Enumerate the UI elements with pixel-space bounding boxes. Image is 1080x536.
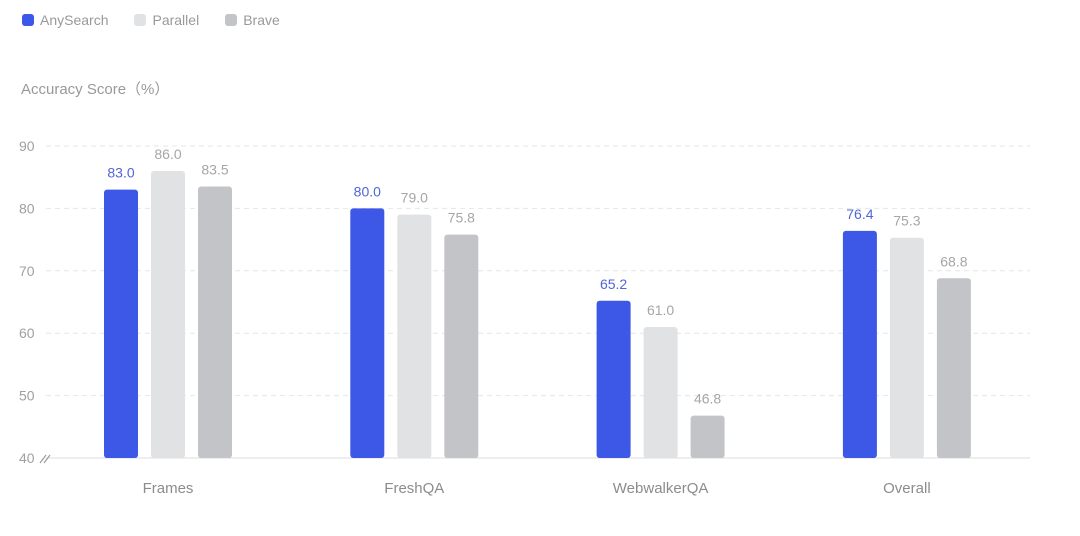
bar-brave-overall[interactable] <box>936 278 971 458</box>
data-label: 61.0 <box>647 302 674 318</box>
data-label: 75.8 <box>448 210 475 226</box>
data-label: 65.2 <box>600 276 627 292</box>
bar-brave-webwalkerqa[interactable] <box>690 415 725 458</box>
legend-label-brave: Brave <box>243 12 280 28</box>
legend-item-brave[interactable]: Brave <box>225 12 280 28</box>
bar-layer <box>104 170 971 458</box>
legend-item-anysearch[interactable]: AnySearch <box>22 12 108 28</box>
y-tick-label: 90 <box>19 138 35 154</box>
legend: AnySearch Parallel Brave <box>22 10 306 30</box>
x-tick-label: Frames <box>143 480 194 497</box>
data-label: 79.0 <box>401 190 428 206</box>
data-label: 83.5 <box>201 162 228 178</box>
bar-parallel-overall[interactable] <box>889 237 924 458</box>
axis-break-icon <box>39 454 51 464</box>
data-label: 46.8 <box>694 391 721 407</box>
legend-swatch-brave <box>225 14 238 26</box>
legend-swatch-parallel <box>134 14 147 26</box>
bar-anysearch-webwalkerqa[interactable] <box>596 300 631 458</box>
bar-brave-frames[interactable] <box>198 186 232 458</box>
bar-brave-freshqa[interactable] <box>444 234 479 458</box>
bar-parallel-webwalkerqa[interactable] <box>643 326 678 458</box>
y-tick-label: 70 <box>19 263 35 279</box>
y-tick-label: 50 <box>19 388 35 404</box>
bar-anysearch-freshqa[interactable] <box>350 208 385 458</box>
data-label: 86.0 <box>154 146 181 162</box>
legend-item-parallel[interactable]: Parallel <box>134 12 199 28</box>
y-tick-label: 40 <box>19 450 35 466</box>
bar-anysearch-frames[interactable] <box>104 189 138 458</box>
y-tick-label: 60 <box>19 325 35 341</box>
bar-anysearch-overall[interactable] <box>842 230 877 458</box>
x-tick-label: WebwalkerQA <box>613 480 709 497</box>
y-axis-title: Accuracy Score（%） <box>21 81 169 98</box>
x-tick-label: Overall <box>883 480 931 497</box>
data-label: 83.0 <box>107 165 134 181</box>
data-label: 75.3 <box>893 213 920 229</box>
label-layer: 83.0 86.0 83.5 Frames 80.0 79.0 75.8 FreshQA 65.… <box>107 146 967 497</box>
bar-parallel-frames[interactable] <box>151 170 185 458</box>
data-label: 76.4 <box>846 206 873 222</box>
y-tick-label: 80 <box>19 200 35 216</box>
legend-label-anysearch: AnySearch <box>40 12 109 28</box>
legend-label-parallel: Parallel <box>152 12 200 28</box>
bar-parallel-freshqa[interactable] <box>397 214 432 458</box>
legend-swatch-anysearch <box>22 14 34 26</box>
data-label: 68.8 <box>940 253 967 269</box>
data-label: 80.0 <box>354 183 381 199</box>
x-tick-label: FreshQA <box>384 480 444 497</box>
